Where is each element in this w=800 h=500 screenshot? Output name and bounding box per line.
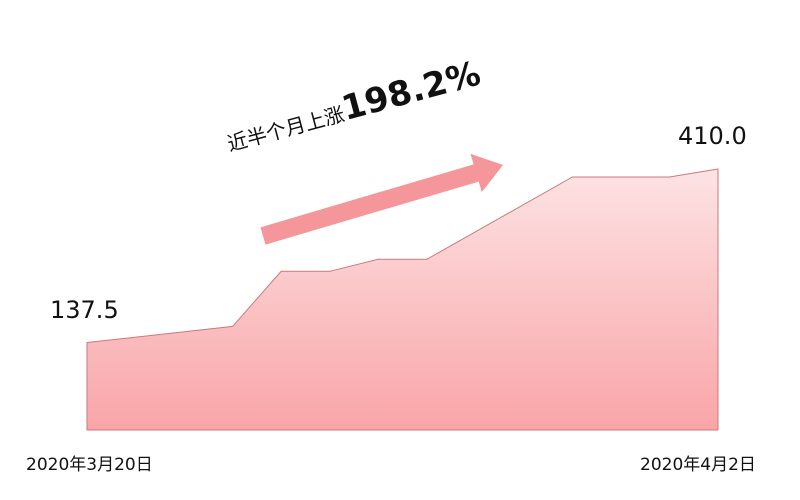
trend-arrow (260, 153, 503, 245)
data-point (86, 341, 88, 343)
data-point (717, 168, 719, 170)
x-tick-start: 2020年3月20日 (26, 455, 153, 475)
data-point (426, 258, 428, 260)
area-series (86, 168, 719, 431)
start-value-label: 137.5 (50, 296, 119, 324)
data-point (232, 325, 234, 327)
data-point (280, 270, 282, 272)
data-point (377, 258, 379, 260)
data-point (571, 176, 573, 178)
end-value-label: 410.0 (678, 122, 747, 150)
data-point (329, 270, 331, 272)
data-point (620, 176, 622, 178)
x-tick-end: 2020年4月2日 (640, 455, 756, 475)
data-point (668, 176, 670, 178)
